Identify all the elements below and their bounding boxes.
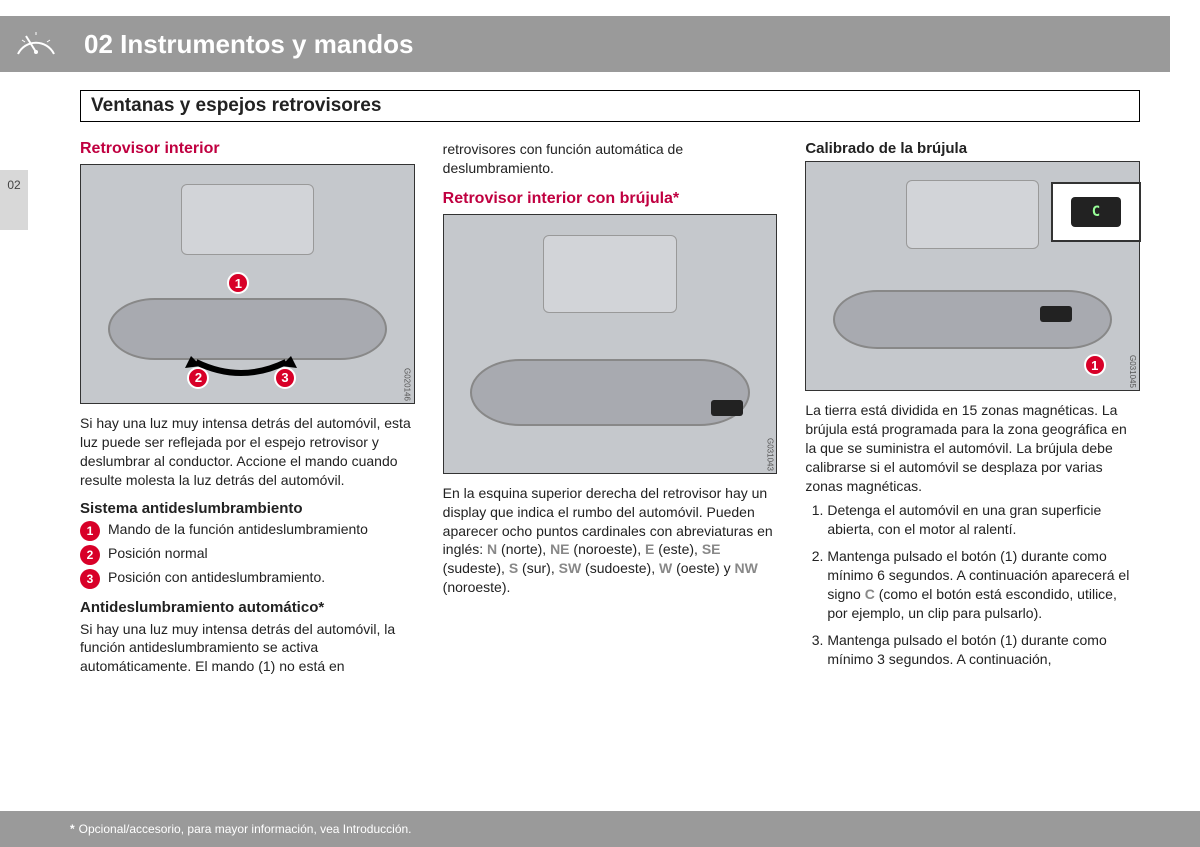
step-2: Mantenga pulsado el botón (1) durante co… bbox=[827, 547, 1140, 623]
bullet-num-3: 3 bbox=[80, 569, 100, 589]
step-1: Detenga el automóvil en una gran superfi… bbox=[827, 501, 1140, 539]
section-title-box: Ventanas y espejos retrovisores bbox=[80, 90, 1140, 122]
heading-compass: Retrovisor interior con brújula* bbox=[443, 190, 778, 208]
column-2: retrovisores con función automática de d… bbox=[443, 140, 778, 787]
marker-cal-1: 1 bbox=[1084, 354, 1106, 376]
subhead-sistema: Sistema antideslumbrambiento bbox=[80, 500, 415, 517]
step-3: Mantenga pulsado el botón (1) durante co… bbox=[827, 631, 1140, 669]
para-zones: La tierra está dividida en 15 zonas magn… bbox=[805, 401, 1140, 495]
heading-retrovisor-interior: Retrovisor interior bbox=[80, 140, 415, 158]
compass-display-2-icon bbox=[1040, 306, 1072, 322]
bullet-2: 2 Posición normal bbox=[80, 545, 415, 565]
para-compass: En la esquina superior derecha del retro… bbox=[443, 484, 778, 597]
bullet-num-2: 2 bbox=[80, 545, 100, 565]
side-tab-label: 02 bbox=[7, 178, 20, 192]
column-1: Retrovisor interior 1 2 3 G020146 Si hay… bbox=[80, 140, 415, 787]
callout-letter: C bbox=[1071, 197, 1121, 227]
bullet-1: 1 Mando de la función antideslumbramient… bbox=[80, 521, 415, 541]
subhead-auto: Antideslumbramiento automático* bbox=[80, 599, 415, 616]
figure-mirror-1: 1 2 3 G020146 bbox=[80, 164, 415, 404]
para-intro: Si hay una luz muy intensa detrás del au… bbox=[80, 414, 415, 490]
footnote-text: Opcional/accesorio, para mayor informaci… bbox=[79, 822, 412, 836]
chapter-title: 02 Instrumentos y mandos bbox=[84, 29, 413, 60]
section-title: Ventanas y espejos retrovisores bbox=[91, 95, 1129, 117]
column-3: Calibrado de la brújula C 1 G031045 La t… bbox=[805, 140, 1140, 787]
figure-code-2: G031043 bbox=[765, 438, 774, 471]
bullet-3: 3 Posición con antideslumbramiento. bbox=[80, 569, 415, 589]
chapter-header: 02 Instrumentos y mandos bbox=[72, 16, 1170, 72]
figure-code-3: G031045 bbox=[1128, 355, 1137, 388]
bullet-text-3: Posición con antideslumbramiento. bbox=[108, 569, 325, 585]
bullet-num-1: 1 bbox=[80, 521, 100, 541]
footer-bar: * Opcional/accesorio, para mayor informa… bbox=[0, 811, 1200, 847]
figure-calibration: C 1 G031045 bbox=[805, 161, 1140, 391]
callout-c-box: C bbox=[1051, 182, 1141, 242]
figure-code: G020146 bbox=[403, 368, 412, 401]
bullet-text-1: Mando de la función antideslumbramiento bbox=[108, 521, 368, 537]
marker-1: 1 bbox=[227, 272, 249, 294]
para-cont: retrovisores con función automática de d… bbox=[443, 140, 778, 178]
content-area: Retrovisor interior 1 2 3 G020146 Si hay… bbox=[80, 140, 1140, 787]
bullet-text-2: Posición normal bbox=[108, 545, 208, 561]
gauge-icon bbox=[0, 16, 72, 72]
figure-mirror-compass: G031043 bbox=[443, 214, 778, 474]
para-auto: Si hay una luz muy intensa detrás del au… bbox=[80, 620, 415, 677]
subhead-calibrado: Calibrado de la brújula bbox=[805, 140, 1140, 157]
swivel-arrows-icon bbox=[181, 354, 301, 384]
calibration-steps: Detenga el automóvil en una gran superfi… bbox=[805, 501, 1140, 668]
side-tab: 02 bbox=[0, 170, 28, 230]
footnote-asterisk: * bbox=[70, 822, 75, 836]
compass-display-icon bbox=[711, 400, 743, 416]
